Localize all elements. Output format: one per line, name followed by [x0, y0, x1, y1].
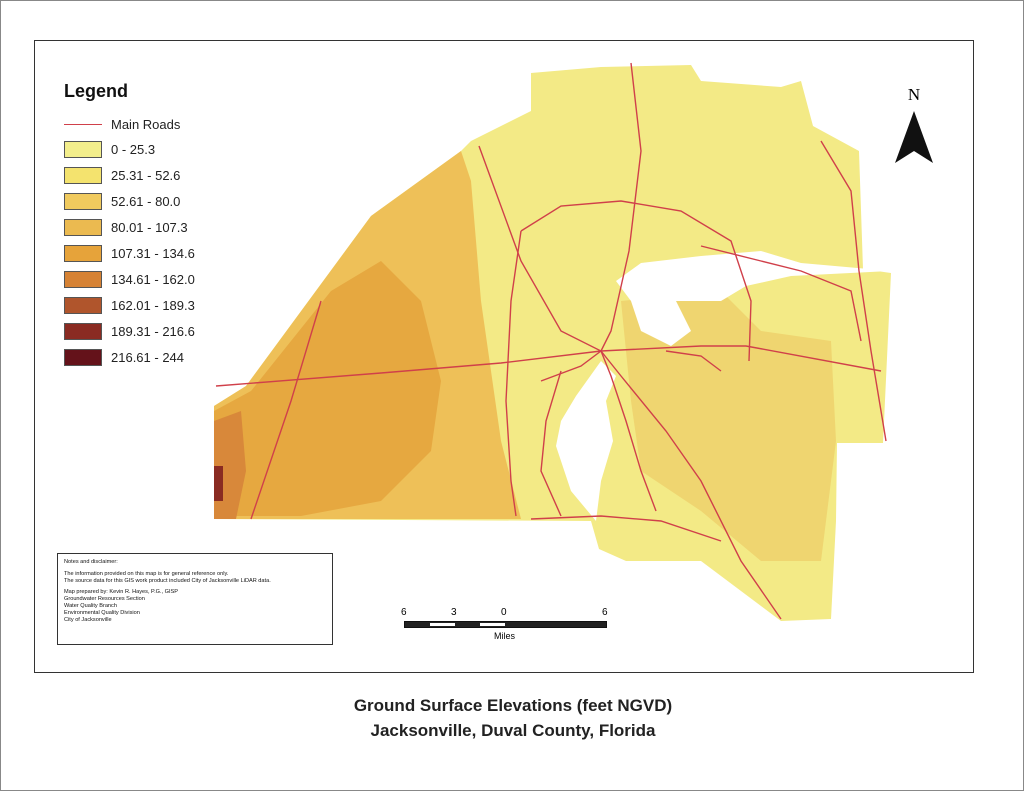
legend-item-elevation: 107.31 - 134.6 — [64, 240, 195, 266]
prepared-by: City of Jacksonville — [64, 616, 112, 623]
color-swatch — [64, 166, 102, 184]
scale-tick: 3 — [451, 607, 457, 618]
road-line-swatch — [64, 123, 102, 125]
legend-item-elevation: 216.61 - 244 — [64, 344, 195, 370]
legend-item-elevation: 25.31 - 52.6 — [64, 162, 195, 188]
east-mid-zone — [621, 291, 836, 561]
legend-item-elevation: 52.61 - 80.0 — [64, 188, 195, 214]
legend-item-elevation: 162.01 - 189.3 — [64, 292, 195, 318]
notes-line: The source data for this GIS work produc… — [64, 577, 271, 584]
legend-item-elevation: 134.61 - 162.0 — [64, 266, 195, 292]
legend-label: 80.01 - 107.3 — [111, 219, 188, 235]
color-swatch — [64, 296, 102, 314]
highest-elevation-spot — [214, 466, 223, 501]
legend-label: 189.31 - 216.6 — [111, 323, 195, 339]
north-label: N — [907, 85, 921, 104]
map-title: Ground Surface Elevations (feet NGVD) — [353, 696, 673, 715]
notes-disclaimer-box: Notes and disclaimer: The information pr… — [57, 553, 333, 645]
main-roads — [215, 62, 887, 620]
legend-item-elevation: 189.31 - 216.6 — [64, 318, 195, 344]
color-swatch — [64, 270, 102, 288]
color-swatch — [64, 218, 102, 236]
prepared-by: Water Quality Branch — [64, 602, 117, 609]
legend-label: 134.61 - 162.0 — [111, 271, 195, 287]
color-swatch — [64, 348, 102, 366]
scale-tick: 6 — [602, 607, 608, 618]
scale-tick: 6 — [401, 607, 407, 618]
scale-tick: 0 — [501, 607, 507, 618]
scale-bar-graphic — [404, 621, 607, 628]
prepared-by: Groundwater Resources Section — [64, 596, 145, 603]
prepared-by: Environmental Quality Division — [64, 609, 140, 616]
color-swatch — [64, 140, 102, 158]
scale-unit: Miles — [494, 631, 516, 641]
legend-item-roads: Main Roads — [64, 114, 195, 134]
prepared-by: Map prepared by: Kevin R. Hayes, P.G., G… — [64, 589, 178, 596]
north-arrow: N — [894, 85, 934, 170]
color-swatch — [64, 244, 102, 262]
legend-label: 107.31 - 134.6 — [111, 245, 195, 261]
legend-label: Main Roads — [111, 116, 181, 132]
notes-line: The information provided on this map is … — [64, 570, 229, 577]
color-swatch — [64, 322, 102, 340]
legend-title: Legend — [64, 81, 129, 101]
north-arrow-icon — [895, 111, 933, 163]
legend-item-elevation: 0 - 25.3 — [64, 136, 195, 162]
st-johns-river — [556, 251, 891, 521]
legend-label: 25.31 - 52.6 — [111, 167, 181, 183]
map-frame — [34, 40, 974, 673]
legend-label: 0 - 25.3 — [111, 141, 156, 157]
legend-label: 216.61 - 244 — [111, 349, 185, 365]
legend-label: 52.61 - 80.0 — [111, 193, 181, 209]
west-high-zone — [214, 261, 441, 516]
color-swatch — [64, 192, 102, 210]
map-subtitle: Jacksonville, Duval County, Florida — [370, 721, 656, 740]
legend: Legend Main Roads 0 - 25.3 25.31 - 52.6 52… — [64, 81, 195, 370]
notes-heading: Notes and disclaimer: — [64, 559, 118, 565]
legend-item-elevation: 80.01 - 107.3 — [64, 214, 195, 240]
legend-label: 162.01 - 189.3 — [111, 297, 195, 313]
